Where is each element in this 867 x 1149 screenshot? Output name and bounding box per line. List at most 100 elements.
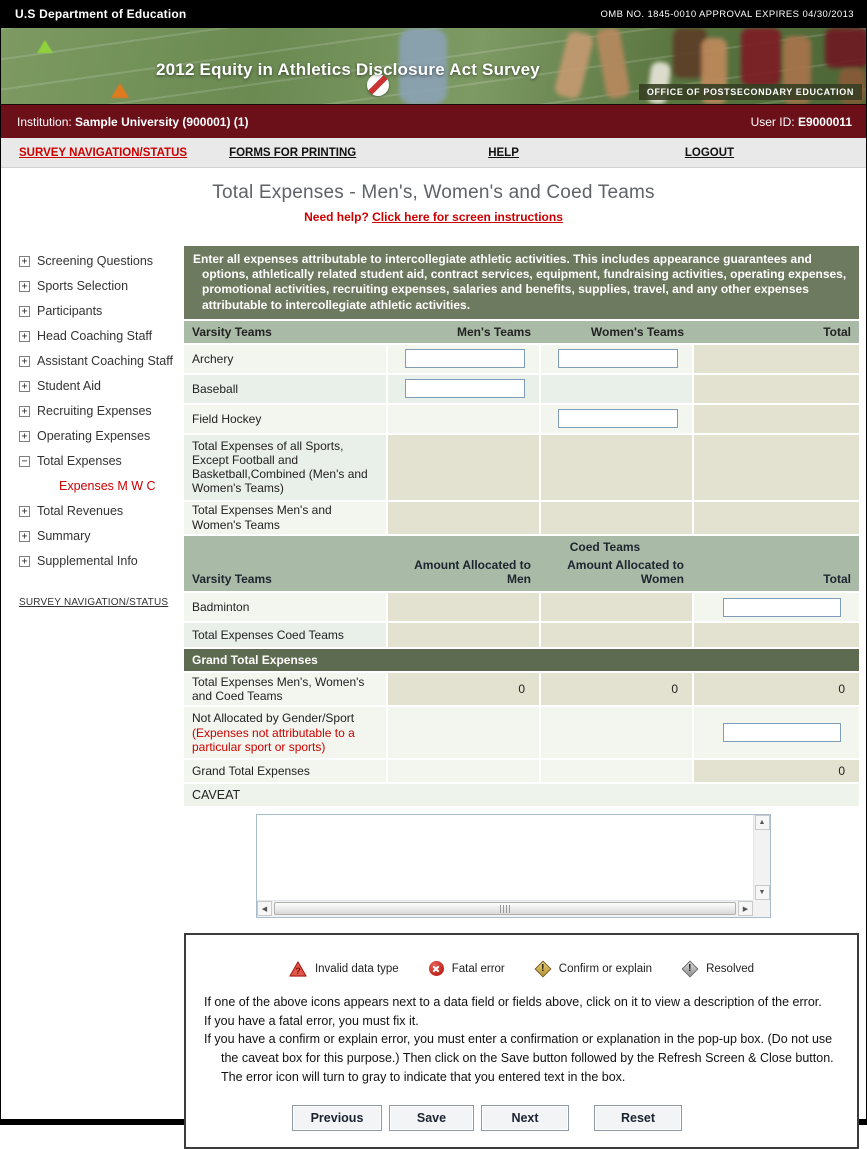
header-amount-allocated-men: Amount Allocated to Men xyxy=(414,557,531,586)
row-label: Total Expenses of all Sports, Except Foo… xyxy=(184,434,386,500)
not-allocated-total-input[interactable] xyxy=(723,723,841,743)
nav-survey-navigation-status[interactable]: SURVEY NAVIGATION/STATUS xyxy=(19,146,188,159)
field-hockey-womens-input[interactable] xyxy=(558,409,678,429)
expand-icon[interactable] xyxy=(19,530,30,542)
cone-decoration xyxy=(111,83,129,98)
row-label: Total Expenses Coed Teams xyxy=(184,623,386,648)
caveat-textarea[interactable] xyxy=(257,814,753,900)
archery-mens-input[interactable] xyxy=(405,349,525,369)
horizontal-scrollbar[interactable]: ◀ ▶ xyxy=(257,899,753,917)
totals-total-cell xyxy=(692,501,859,534)
nav-forms-for-printing[interactable]: FORMS FOR PRINTING xyxy=(229,146,357,159)
scroll-up-icon[interactable]: ▲ xyxy=(754,814,770,830)
not-allocated-total-cell xyxy=(692,707,859,758)
header-amount-allocated-women: Amount Allocated to Women xyxy=(567,557,684,586)
banner-image: 2012 Equity in Athletics Disclosure Act … xyxy=(1,28,866,105)
sidebar-item-total-expenses[interactable]: Total Expenses xyxy=(19,454,184,468)
reset-button[interactable]: Reset xyxy=(594,1104,682,1131)
scroll-right-icon[interactable]: ▶ xyxy=(738,901,753,917)
coed-total-total-cell xyxy=(692,623,859,648)
expand-icon[interactable] xyxy=(19,505,30,517)
screen-instructions-link[interactable]: Click here for screen instructions xyxy=(372,210,563,224)
table-row-archery: Archery xyxy=(184,344,859,373)
expand-icon[interactable] xyxy=(19,430,30,442)
total-all-men-value: 0 xyxy=(386,673,539,706)
legend-line: If one of the above icons appears next t… xyxy=(204,994,822,1009)
sidebar-item-recruiting-expenses[interactable]: Recruiting Expenses xyxy=(19,404,184,418)
total-all-women-value: 0 xyxy=(539,673,692,706)
row-label: Total Expenses Men's, Women's and Coed T… xyxy=(184,673,386,706)
scroll-down-icon[interactable]: ▼ xyxy=(754,884,770,900)
coed-total-women-cell xyxy=(539,623,692,648)
expand-icon[interactable] xyxy=(19,305,30,317)
nav-logout[interactable]: LOGOUT xyxy=(684,146,735,159)
badminton-total-cell xyxy=(692,593,859,622)
next-button[interactable]: Next xyxy=(481,1104,569,1131)
mens-womens-table-header: Varsity Teams Men's Teams Women's Teams … xyxy=(184,320,859,343)
sidebar-item-sports-selection[interactable]: Sports Selection xyxy=(19,279,184,293)
vertical-scrollbar[interactable]: ▲ ▼ xyxy=(753,814,770,900)
sidebar-item-student-aid[interactable]: Student Aid xyxy=(19,379,184,393)
form-buttons: Previous Save Next Reset xyxy=(292,1104,843,1131)
sidebar-item-expenses-m-w-c[interactable]: Expenses M W C xyxy=(59,479,156,493)
header-varsity-teams: Varsity Teams xyxy=(192,324,272,339)
scrollbar-thumb[interactable] xyxy=(274,902,736,916)
sidebar-item-assistant-coaching-staff[interactable]: Assistant Coaching Staff xyxy=(19,354,184,368)
grand-total-men-cell xyxy=(386,759,539,782)
expand-icon[interactable] xyxy=(19,280,30,292)
office-label: OFFICE OF POSTSECONDARY EDUCATION xyxy=(638,84,862,100)
resolved-icon: ! xyxy=(681,960,699,978)
archery-total-cell xyxy=(692,344,859,373)
expand-icon[interactable] xyxy=(19,255,30,267)
table-row-total-all-teams: Total Expenses Men's, Women's and Coed T… xyxy=(184,673,859,706)
header-varsity-teams: Varsity Teams xyxy=(192,571,272,586)
expand-icon[interactable] xyxy=(19,380,30,392)
legend-line: If you have a confirm or explain error, … xyxy=(204,1032,834,1084)
fatal-error-icon xyxy=(428,961,444,977)
expand-icon[interactable] xyxy=(19,555,30,567)
soccer-ball-decoration xyxy=(367,74,389,96)
sidebar-survey-navigation-link[interactable]: SURVEY NAVIGATION/STATUS xyxy=(19,597,169,608)
expand-icon[interactable] xyxy=(19,405,30,417)
expand-icon[interactable] xyxy=(19,330,30,342)
invalid-data-type-icon: ? xyxy=(289,961,307,977)
baseball-mens-input[interactable] xyxy=(405,379,525,399)
archery-mens-cell xyxy=(386,344,539,373)
user-id-value: E9000011 xyxy=(797,114,852,129)
scrollbar-corner xyxy=(753,899,770,917)
table-row-total-mens-womens: Total Expenses Men's and Women's Teams xyxy=(184,501,859,534)
legend-label: Confirm or explain xyxy=(558,962,653,975)
page-title: Total Expenses - Men's, Women's and Coed… xyxy=(212,182,655,203)
previous-button[interactable]: Previous xyxy=(292,1104,382,1131)
application-window: U.S Department of Education OMB NO. 1845… xyxy=(0,0,867,1125)
error-icons-row: ? Invalid data type Fatal error ! Confir… xyxy=(200,960,843,978)
scroll-left-icon[interactable]: ◀ xyxy=(257,901,272,917)
main-navigation: SURVEY NAVIGATION/STATUS FORMS FOR PRINT… xyxy=(1,138,866,168)
save-button[interactable]: Save xyxy=(389,1104,474,1131)
badminton-men-cell xyxy=(386,593,539,622)
sidebar-item-supplemental-info[interactable]: Supplemental Info xyxy=(19,554,184,568)
sidebar-item-operating-expenses[interactable]: Operating Expenses xyxy=(19,429,184,443)
not-allocated-label: Not Allocated by Gender/Sport xyxy=(192,711,355,726)
expand-icon[interactable] xyxy=(19,355,30,367)
sidebar-item-head-coaching-staff[interactable]: Head Coaching Staff xyxy=(19,329,184,343)
not-allocated-sublabel: (Expenses not attributable to a particul… xyxy=(192,725,355,754)
caveat-label: CAVEAT xyxy=(184,783,859,806)
sidebar-item-participants[interactable]: Participants xyxy=(19,304,184,318)
banner-decoration xyxy=(399,28,447,104)
sidebar-item-summary[interactable]: Summary xyxy=(19,529,184,543)
nav-help[interactable]: HELP xyxy=(488,146,519,159)
badminton-total-input[interactable] xyxy=(723,597,841,617)
sidebar-item-screening-questions[interactable]: Screening Questions xyxy=(19,254,184,268)
header-total: Total xyxy=(823,571,851,586)
row-label: Archery xyxy=(184,344,386,373)
instructions-box: Enter all expenses attributable to inter… xyxy=(184,246,859,319)
sidebar-item-total-revenues[interactable]: Total Revenues xyxy=(19,504,184,518)
banner-decoration xyxy=(741,28,781,86)
scrollbar-grip-icon xyxy=(499,904,511,913)
header-womens-teams: Women's Teams xyxy=(590,324,684,339)
archery-womens-input[interactable] xyxy=(558,349,678,369)
table-row-field-hockey: Field Hockey xyxy=(184,404,859,433)
collapse-icon[interactable] xyxy=(19,455,30,467)
coed-total-men-cell xyxy=(386,623,539,648)
